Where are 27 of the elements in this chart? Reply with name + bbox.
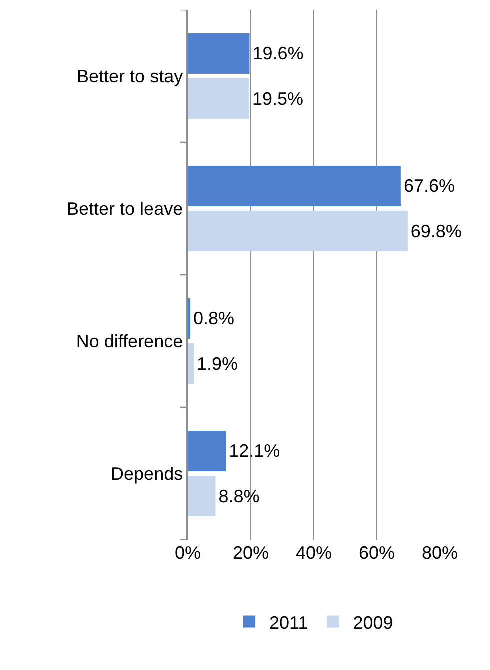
data-label: 19.5% [252,88,304,109]
data-label: 69.8% [410,221,462,242]
legend-label: 2011 [270,612,308,633]
bar [188,166,401,206]
data-label: 12.1% [229,441,280,462]
x-tick-label: 80% [422,543,458,563]
x-tick-label: 0% [174,543,202,563]
bar [188,476,216,517]
data-label: 67.6% [404,176,455,196]
data-label: 0.8% [194,308,235,329]
data-label: 19.6% [252,44,304,64]
x-tick-label: 20% [232,543,270,563]
legend-label: 2009 [353,612,394,633]
bar [188,33,250,74]
bar [188,344,194,384]
x-tick-label: 40% [296,543,332,563]
y-tick-label: No difference [76,332,184,352]
bar [188,430,226,472]
x-tick-label: 60% [358,543,396,563]
bar [188,78,250,120]
data-label: 8.8% [218,486,260,506]
y-tick-label: Depends [111,464,184,484]
bar [188,298,191,339]
y-tick-label: Better to leave [67,199,184,220]
y-tick-label: Better to stay [77,66,184,87]
data-label: 1.9% [196,354,238,374]
bar [188,211,408,252]
